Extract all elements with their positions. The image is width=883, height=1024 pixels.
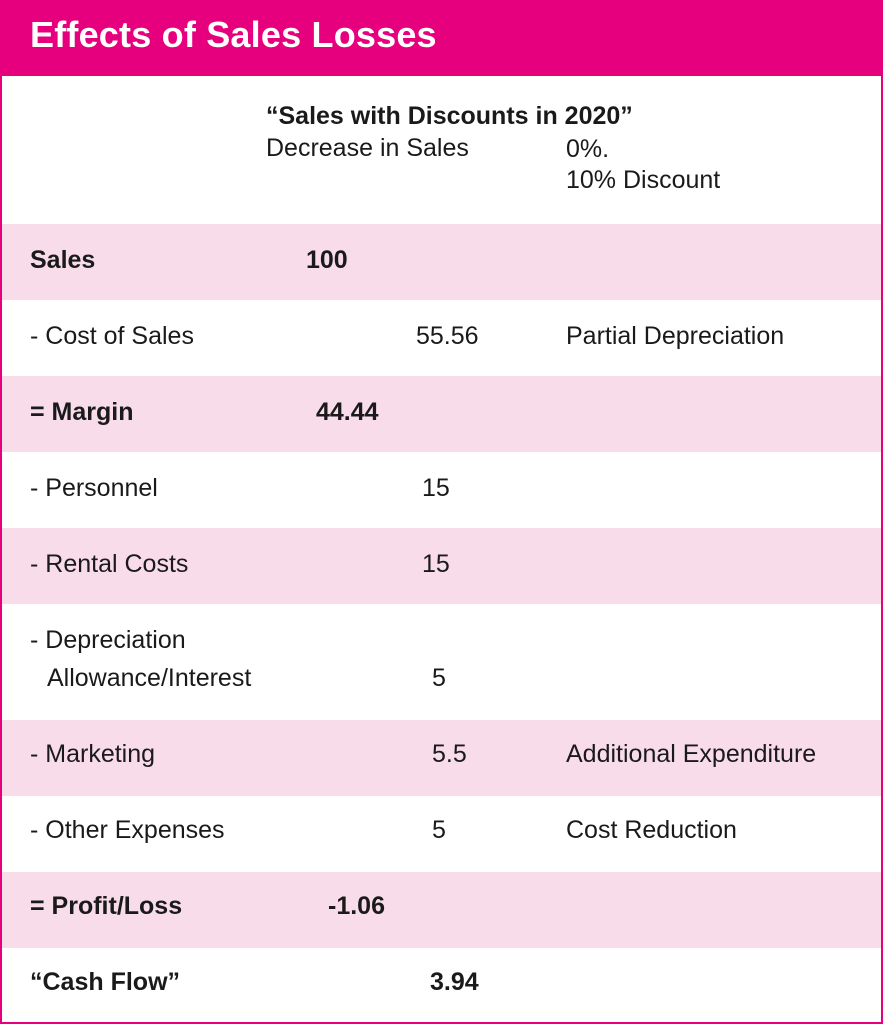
- row-rental-costs: - Rental Costs 15: [2, 528, 881, 604]
- row-value-secondary: 15: [422, 474, 450, 502]
- table-intro: “Sales with Discounts in 2020” Decrease …: [2, 76, 881, 224]
- row-label: = Margin: [30, 398, 134, 426]
- row-label: = Profit/Loss: [30, 892, 183, 920]
- row-cost-of-sales: - Cost of Sales 55.56 Partial Depreciati…: [2, 300, 881, 376]
- row-value-primary: 100: [306, 246, 348, 274]
- column-heading-discount: 0%. 10% Discount: [566, 134, 720, 196]
- row-note: Additional Expenditure: [566, 740, 817, 768]
- row-label: “Cash Flow”: [30, 968, 181, 996]
- column-heading-decrease: Decrease in Sales: [266, 134, 469, 162]
- column-heading-discount-line2: 10% Discount: [566, 166, 721, 194]
- row-other-expenses: - Other Expenses 5 Cost Reduction: [2, 796, 881, 872]
- row-value-primary: 44.44: [316, 398, 379, 426]
- row-value-secondary: 5: [432, 664, 446, 692]
- row-depreciation: - Depreciation Allowance/Interest 5: [2, 604, 881, 720]
- row-margin: = Margin 44.44: [2, 376, 881, 452]
- row-label: - Rental Costs: [30, 550, 189, 578]
- header-bar: Effects of Sales Losses: [2, 0, 881, 76]
- row-label-line2: Allowance/Interest: [47, 664, 252, 692]
- scenario-title: “Sales with Discounts in 2020”: [266, 102, 633, 130]
- row-label: - Personnel: [30, 474, 158, 502]
- row-value-secondary: 15: [422, 550, 450, 578]
- row-sales: Sales 100: [2, 224, 881, 300]
- row-value-secondary: 55.56: [416, 322, 479, 350]
- row-note: Cost Reduction: [566, 816, 737, 844]
- column-heading-discount-line1: 0%.: [566, 135, 610, 163]
- row-cash-flow: “Cash Flow” 3.94: [2, 948, 881, 1022]
- row-value-primary: -1.06: [328, 892, 385, 920]
- row-value-secondary: 5.5: [432, 740, 467, 768]
- row-note: Partial Depreciation: [566, 322, 785, 350]
- row-value-secondary: 3.94: [430, 968, 479, 996]
- row-label: - Cost of Sales: [30, 322, 194, 350]
- row-label: Sales: [30, 246, 96, 274]
- row-personnel: - Personnel 15: [2, 452, 881, 528]
- row-label: - Marketing: [30, 740, 156, 768]
- row-label-line1: - Depreciation: [30, 626, 186, 654]
- row-profit-loss: = Profit/Loss -1.06: [2, 872, 881, 948]
- row-value-secondary: 5: [432, 816, 446, 844]
- page-title: Effects of Sales Losses: [30, 14, 437, 55]
- row-label: - Other Expenses: [30, 816, 225, 844]
- row-marketing: - Marketing 5.5 Additional Expenditure: [2, 720, 881, 796]
